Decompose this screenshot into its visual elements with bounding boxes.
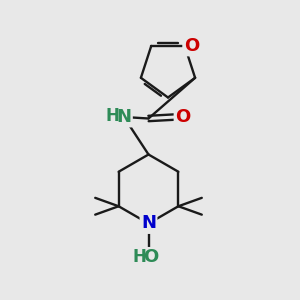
Text: H: H bbox=[106, 107, 119, 125]
Text: N: N bbox=[116, 108, 131, 126]
Text: O: O bbox=[184, 37, 199, 55]
Text: O: O bbox=[175, 108, 190, 126]
Text: H: H bbox=[133, 248, 146, 266]
Text: ·: · bbox=[143, 248, 149, 266]
Text: N: N bbox=[141, 214, 156, 232]
Text: O: O bbox=[143, 248, 158, 266]
